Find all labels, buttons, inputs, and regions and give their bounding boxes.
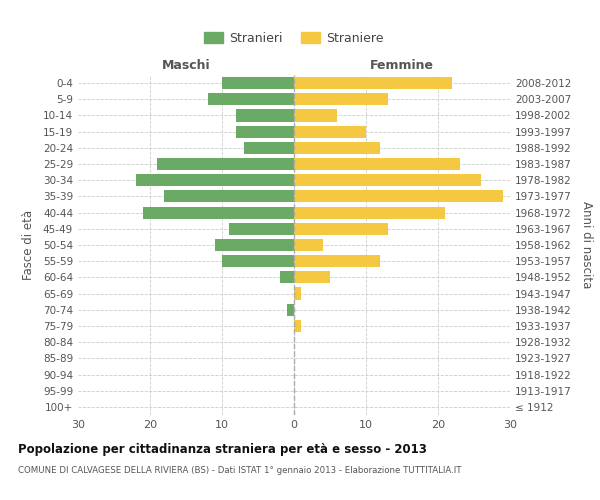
Legend: Stranieri, Straniere: Stranieri, Straniere xyxy=(200,28,388,48)
Bar xyxy=(294,190,503,202)
Bar xyxy=(294,174,481,186)
Bar xyxy=(143,206,294,218)
Bar xyxy=(136,174,294,186)
Y-axis label: Anni di nascita: Anni di nascita xyxy=(580,202,593,288)
Bar xyxy=(236,126,294,138)
Bar xyxy=(215,239,294,251)
Bar xyxy=(294,272,330,283)
Bar xyxy=(294,320,301,332)
Text: Femmine: Femmine xyxy=(370,59,434,72)
Bar xyxy=(294,93,388,106)
Text: COMUNE DI CALVAGESE DELLA RIVIERA (BS) - Dati ISTAT 1° gennaio 2013 - Elaborazio: COMUNE DI CALVAGESE DELLA RIVIERA (BS) -… xyxy=(18,466,461,475)
Bar xyxy=(287,304,294,316)
Bar xyxy=(229,222,294,235)
Bar xyxy=(222,255,294,268)
Bar xyxy=(294,255,380,268)
Bar xyxy=(294,222,388,235)
Bar xyxy=(294,77,452,89)
Bar xyxy=(294,158,460,170)
Bar xyxy=(294,110,337,122)
Bar xyxy=(236,110,294,122)
Bar xyxy=(294,239,323,251)
Bar xyxy=(294,288,301,300)
Bar xyxy=(222,77,294,89)
Bar xyxy=(164,190,294,202)
Bar xyxy=(294,126,366,138)
Y-axis label: Fasce di età: Fasce di età xyxy=(22,210,35,280)
Text: Popolazione per cittadinanza straniera per età e sesso - 2013: Popolazione per cittadinanza straniera p… xyxy=(18,442,427,456)
Bar xyxy=(244,142,294,154)
Bar xyxy=(208,93,294,106)
Bar xyxy=(280,272,294,283)
Text: Maschi: Maschi xyxy=(161,59,211,72)
Bar xyxy=(294,206,445,218)
Bar xyxy=(294,142,380,154)
Bar xyxy=(157,158,294,170)
